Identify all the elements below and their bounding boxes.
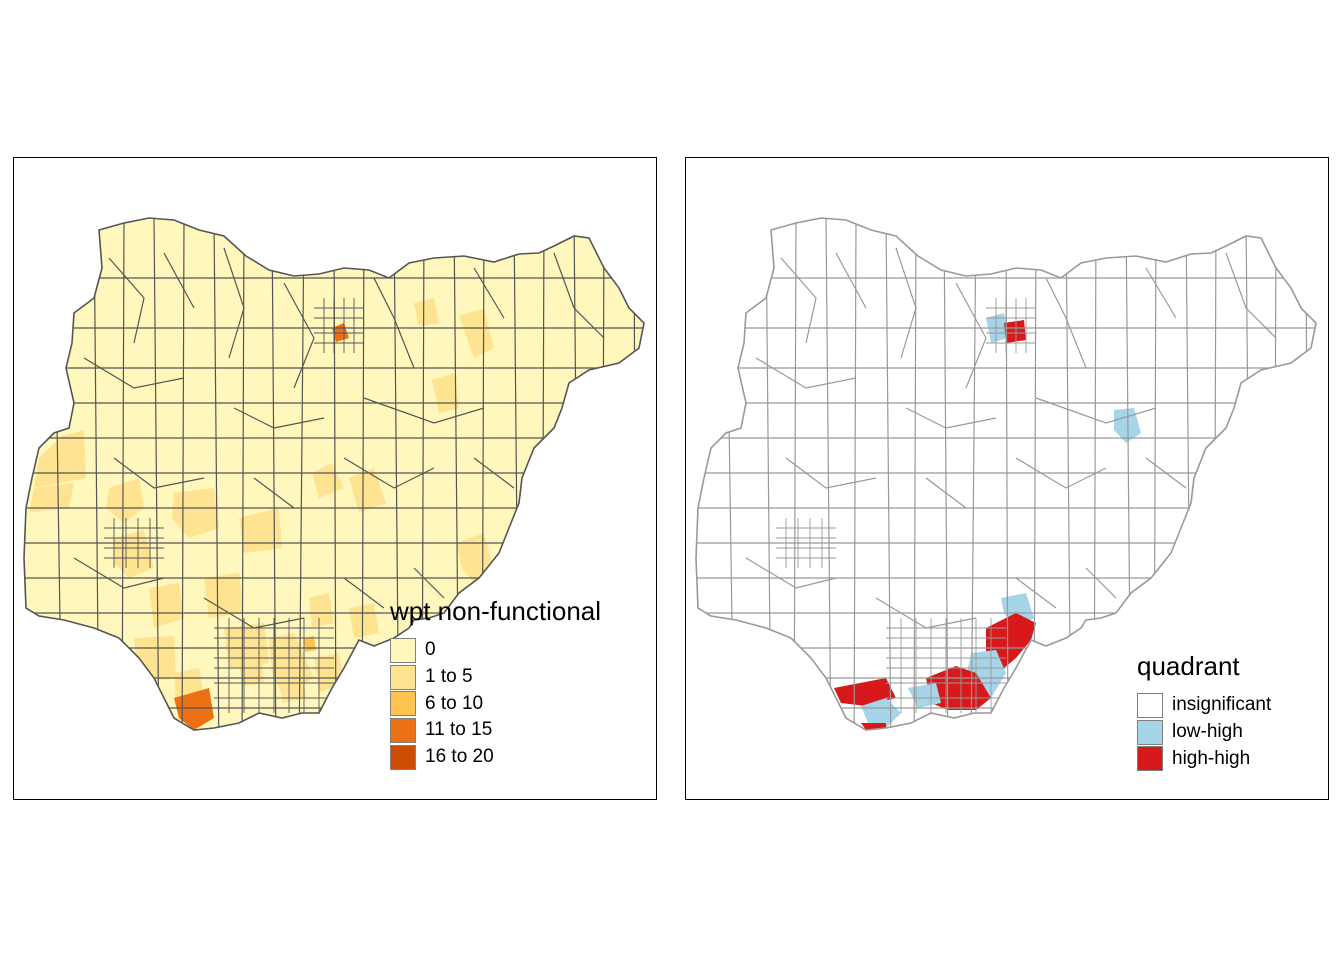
legend-wpt-nonfunctional: wpt non-functional 0 1 to 5 6 to 10 11 t…: [390, 596, 601, 770]
dense-lga-borders: [776, 298, 1036, 713]
legend-label: 11 to 15: [425, 719, 493, 741]
legend-swatch: [1137, 719, 1163, 745]
legend-label: low-high: [1172, 721, 1243, 743]
dense-lga-borders: [104, 298, 364, 713]
legend-item: 16 to 20: [390, 744, 601, 771]
legend-title: quadrant: [1137, 651, 1240, 681]
legend-label: 16 to 20: [425, 746, 494, 768]
legend-item: 1 to 5: [390, 664, 601, 691]
nigeria-lisa-map: [695, 217, 1317, 731]
legend-item: 11 to 15: [390, 717, 601, 744]
legend-label: high-high: [1172, 747, 1251, 769]
legend-swatch: [390, 637, 416, 663]
legend-swatch: [1137, 746, 1163, 772]
legend-item: 0: [390, 637, 601, 664]
map-panel-wpt-nonfunctional: wpt non-functional 0 1 to 5 6 to 10 11 t…: [13, 157, 657, 800]
legend-swatch: [390, 744, 416, 770]
legend-title: wpt non-functional: [390, 596, 602, 626]
legend-label: 1 to 5: [425, 666, 473, 688]
legend-swatch: [390, 691, 416, 717]
legend-label: 0: [425, 639, 436, 661]
legend-label: 6 to 10: [425, 692, 484, 714]
legend-item: low-high: [1137, 719, 1271, 746]
legend-item: insignificant: [1137, 692, 1271, 719]
legend-quadrant: quadrant insignificant low-high high-hig…: [1137, 651, 1271, 772]
map-panel-quadrant: quadrant insignificant low-high high-hig…: [685, 157, 1329, 800]
legend-label: insignificant: [1172, 694, 1272, 716]
legend-item: high-high: [1137, 745, 1271, 772]
legend-swatch: [390, 717, 416, 743]
legend-item: 6 to 10: [390, 690, 601, 717]
nigeria-choropleth-map: [23, 217, 645, 731]
lga-highlights: [29, 298, 496, 730]
legend-swatch: [390, 664, 416, 690]
legend-swatch: [1137, 692, 1163, 718]
